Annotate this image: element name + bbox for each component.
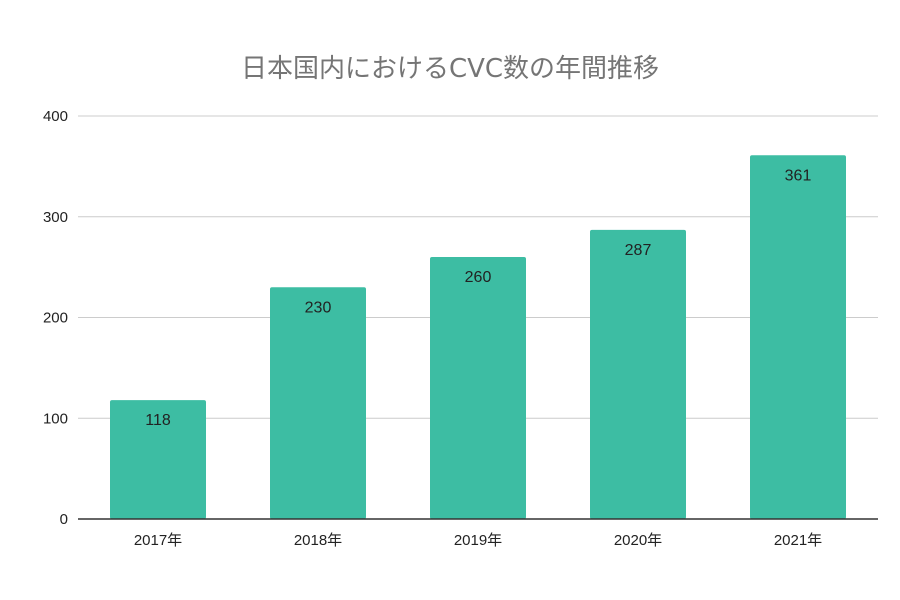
y-tick-label: 200 [43, 310, 68, 327]
data-label: 287 [625, 242, 652, 259]
bar [590, 229, 686, 519]
bar [750, 155, 846, 520]
y-tick-label: 0 [60, 511, 68, 528]
chart-title: 日本国内におけるCVC数の年間推移 [240, 54, 660, 84]
x-tick-label: 2018年 [294, 532, 342, 549]
x-tick-label: 2017年 [134, 532, 182, 549]
data-label: 260 [465, 269, 492, 286]
bar [270, 287, 366, 519]
x-tick-label: 2020年 [614, 532, 662, 549]
data-label: 118 [145, 412, 171, 429]
bar [430, 257, 526, 519]
x-tick-label: 2021年 [774, 532, 822, 549]
y-tick-label: 300 [43, 209, 68, 226]
data-label: 361 [785, 167, 812, 184]
bar [110, 400, 206, 519]
y-tick-label: 400 [43, 108, 68, 125]
y-tick-label: 100 [43, 410, 68, 427]
data-label: 230 [305, 299, 332, 316]
x-tick-label: 2019年 [454, 532, 502, 549]
